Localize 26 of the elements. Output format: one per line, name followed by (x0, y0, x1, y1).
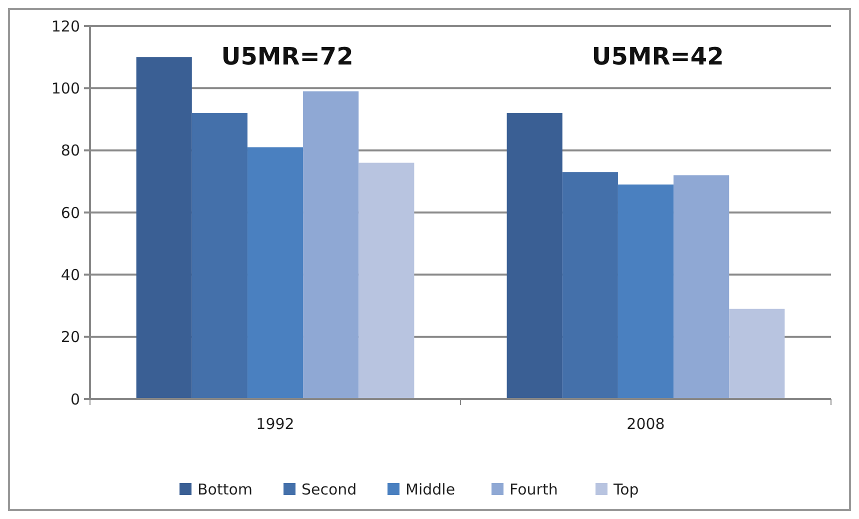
annotation: U5MR=42 (592, 42, 724, 70)
y-tick-label: 80 (60, 142, 80, 160)
bar (247, 147, 304, 399)
y-tick-label: 40 (60, 266, 80, 284)
legend-label: Top (612, 480, 639, 498)
y-tick-label: 120 (51, 17, 80, 36)
annotation: U5MR=72 (221, 42, 354, 70)
bar (136, 57, 192, 399)
bar (562, 172, 618, 399)
bar (674, 175, 730, 399)
y-tick-label: 60 (60, 204, 80, 222)
bar (303, 91, 359, 399)
y-tick-label: 20 (60, 328, 80, 346)
bar (506, 113, 562, 399)
bar (729, 308, 785, 399)
legend-label: Fourth (510, 480, 558, 498)
y-tick-label: 100 (51, 79, 80, 98)
legend-label: Bottom (198, 480, 253, 498)
bar (358, 162, 414, 399)
y-tick-label: 0 (70, 390, 80, 408)
x-tick-label: 2008 (626, 415, 665, 433)
bar (192, 113, 248, 399)
legend-label: Middle (406, 480, 456, 498)
bar (618, 184, 674, 399)
x-tick-label: 1992 (256, 415, 294, 433)
legend-label: Second (302, 480, 357, 498)
